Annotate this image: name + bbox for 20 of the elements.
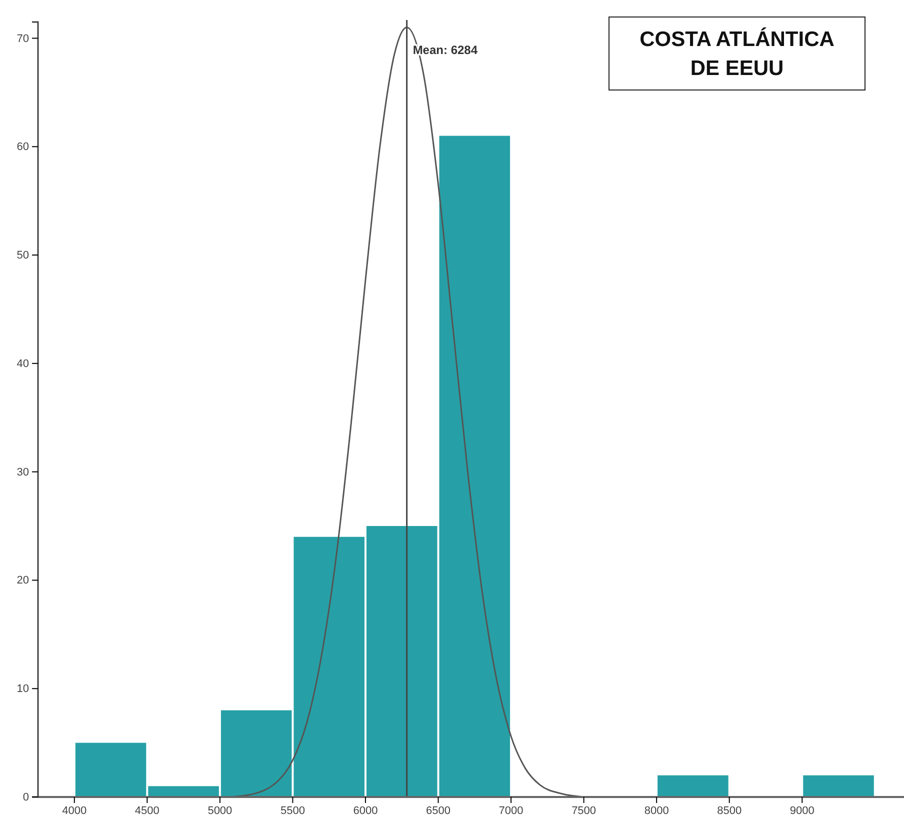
y-tick-label: 0 (22, 792, 29, 804)
x-tick-label: 6500 (426, 804, 450, 816)
y-tick-label: 10 (16, 683, 29, 696)
x-tick-label: 8000 (644, 804, 669, 816)
x-tick-label: 4500 (134, 804, 160, 816)
x-tick-label: 5000 (208, 804, 232, 816)
y-tick-label: 60 (16, 141, 29, 154)
x-tick-label: 4000 (62, 804, 87, 816)
x-tick-label: 9000 (790, 804, 814, 816)
y-tick-label: 30 (16, 466, 29, 478)
x-tick-label: 8500 (717, 804, 742, 816)
x-tick-label: 7000 (498, 804, 524, 816)
y-tick-label: 20 (16, 574, 29, 587)
x-tick-label: 6000 (353, 804, 378, 816)
y-tick-label: 40 (16, 358, 29, 370)
y-tick-label: 70 (16, 32, 29, 45)
x-tick-label: 5500 (280, 804, 305, 816)
x-tick-label: 7500 (572, 804, 596, 816)
y-tick-label: 50 (16, 250, 29, 262)
text: COSTA ATLÁNTICA DE EEUU (640, 27, 834, 80)
